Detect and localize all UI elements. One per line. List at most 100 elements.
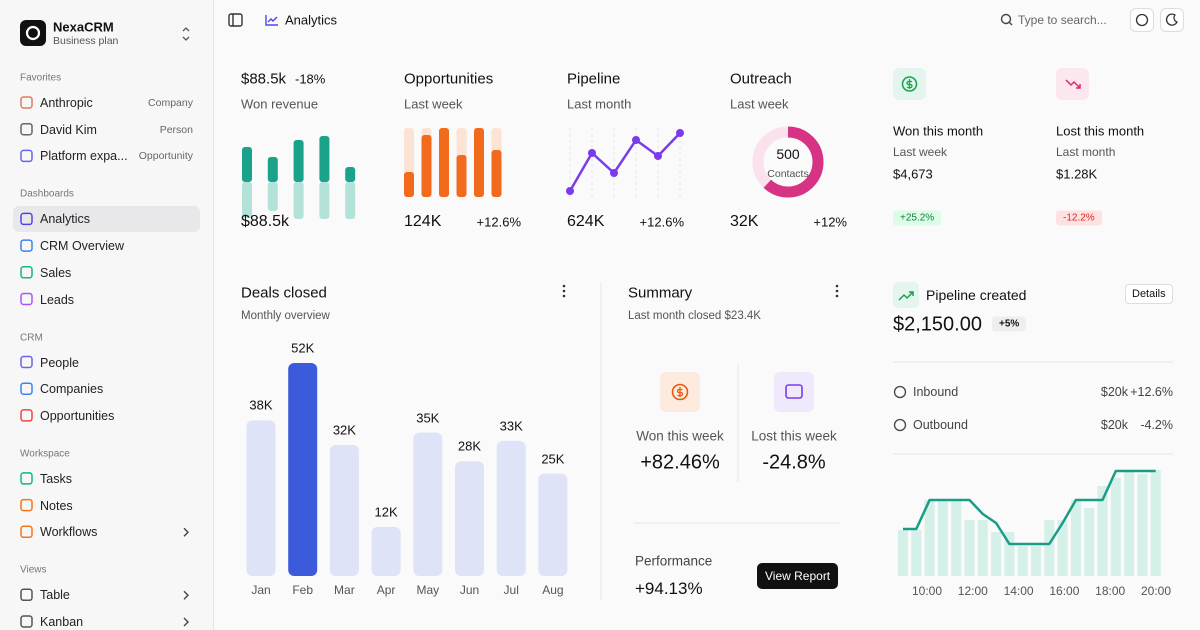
item-icon xyxy=(20,266,33,279)
row-amount: $20k xyxy=(1100,418,1128,432)
chevron xyxy=(183,590,189,600)
nav-item[interactable]: Workflows xyxy=(40,525,98,540)
bar xyxy=(474,128,484,197)
bar xyxy=(1031,546,1041,576)
nav-item[interactable]: Platform expa... xyxy=(40,149,128,164)
sidebar xyxy=(0,0,214,630)
menu-dot xyxy=(562,294,566,298)
bar-down xyxy=(345,182,356,219)
bar xyxy=(898,530,908,576)
stat-title: Opportunities xyxy=(404,70,494,88)
nav-item[interactable]: Table xyxy=(40,588,70,603)
nav-item[interactable]: Analytics xyxy=(40,212,91,227)
bar xyxy=(371,526,401,576)
metric-value: +94.13% xyxy=(635,579,703,598)
x-tick-label: Jan xyxy=(251,583,271,597)
view-report-button[interactable]: View Report xyxy=(757,563,839,589)
bar-up xyxy=(293,140,304,182)
theme-button[interactable] xyxy=(1130,8,1154,32)
section-title: Views xyxy=(20,564,47,576)
bar xyxy=(924,500,935,576)
stat-change: +12.6% xyxy=(476,214,521,230)
plan: Business plan xyxy=(53,35,119,47)
item-icon xyxy=(20,472,33,485)
nav-item[interactable]: Tasks xyxy=(40,471,72,486)
nav-item[interactable]: CRM Overview xyxy=(40,239,125,254)
bar xyxy=(288,363,318,576)
stat-value: $1.28K xyxy=(1056,166,1098,182)
bar xyxy=(964,520,975,576)
dollar-sign xyxy=(676,387,684,397)
menu-dot xyxy=(835,289,839,293)
card-title: Pipeline created xyxy=(926,287,1027,303)
item-icon xyxy=(20,615,33,628)
sidebar-toggle xyxy=(228,13,243,27)
dark-mode-button[interactable] xyxy=(1160,8,1184,32)
bar xyxy=(421,135,432,197)
nav-item[interactable]: Leads xyxy=(40,292,75,307)
menu-dot xyxy=(562,284,566,288)
active-item[interactable] xyxy=(13,206,200,233)
bar xyxy=(455,461,484,576)
stat-title: Outreach xyxy=(730,70,792,88)
bar xyxy=(1084,508,1095,576)
data-label: 52K xyxy=(291,340,315,356)
bar-down xyxy=(319,182,330,219)
donut-label: Contacts xyxy=(767,168,809,180)
search[interactable]: Type to search... xyxy=(1018,13,1107,27)
chevron xyxy=(183,617,189,627)
stat-subtitle: Last week xyxy=(404,96,463,112)
x-tick-label: 14:00 xyxy=(1003,584,1034,598)
item-icon xyxy=(20,382,33,395)
point xyxy=(566,187,574,195)
x-tick-label: Jul xyxy=(503,583,519,597)
bar xyxy=(977,520,988,576)
nav-item[interactable]: People xyxy=(40,355,79,370)
stat-title: Pipeline xyxy=(567,70,621,88)
donut-value: 500 xyxy=(776,146,800,162)
bar xyxy=(491,150,502,197)
point xyxy=(632,136,640,144)
nav-item[interactable]: Notes xyxy=(40,498,73,513)
nav-item[interactable]: David Kim xyxy=(40,122,97,137)
bar-up xyxy=(345,167,356,182)
point xyxy=(588,149,596,157)
item-icon xyxy=(20,239,33,252)
data-label: 33K xyxy=(499,418,523,434)
bar-up xyxy=(242,147,252,182)
stat-change: +12.6% xyxy=(639,214,684,230)
menu-dot xyxy=(835,294,839,298)
wallet-icon xyxy=(785,384,803,399)
bar xyxy=(538,473,568,576)
bar-down xyxy=(267,182,278,211)
bar xyxy=(1057,520,1068,576)
metric-label: Won this week xyxy=(636,428,724,444)
point xyxy=(654,152,662,160)
lost-icon xyxy=(774,372,814,412)
bar xyxy=(991,532,1002,576)
pipeline-icon xyxy=(893,282,919,308)
stat-subtitle: Won revenue xyxy=(241,96,319,112)
menu-dot xyxy=(562,289,566,293)
x-tick-label: Jun xyxy=(459,583,480,597)
details-button[interactable]: Details xyxy=(1125,284,1173,304)
bar xyxy=(329,444,359,576)
nav-item[interactable]: Kanban xyxy=(40,615,84,629)
logo-mark xyxy=(25,25,41,41)
card-subtitle: Monthly overview xyxy=(241,310,330,322)
item-icon xyxy=(20,292,33,306)
bar xyxy=(1137,474,1148,576)
stat-subtitle: Last month xyxy=(1056,145,1116,159)
moon-icon xyxy=(1165,13,1178,26)
nav-item[interactable]: Sales xyxy=(40,265,72,280)
bar-down xyxy=(293,182,304,219)
bar xyxy=(413,432,443,576)
pipeline-badge: +5% xyxy=(992,316,1027,332)
nav-item[interactable]: Opportunities xyxy=(40,408,115,423)
nav-item[interactable]: Anthropic xyxy=(40,96,93,110)
line xyxy=(903,469,1156,546)
nav-item[interactable]: Companies xyxy=(40,382,104,397)
stat-value: 624K xyxy=(567,213,605,230)
metric-value: -24.8% xyxy=(762,451,826,474)
stat-change: -18% xyxy=(295,71,326,87)
